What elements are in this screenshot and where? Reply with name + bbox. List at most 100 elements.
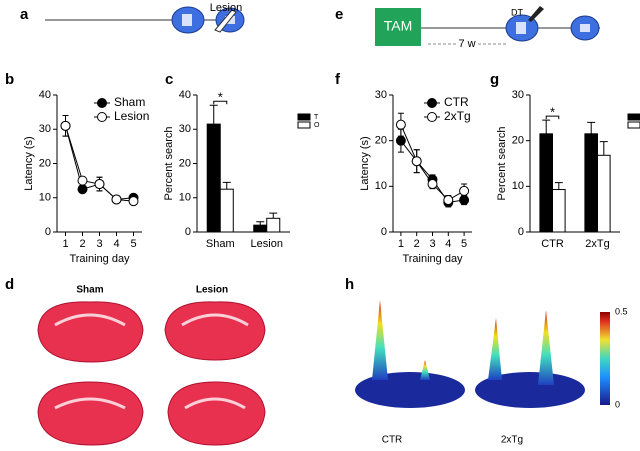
dt-label: DT bbox=[511, 7, 523, 17]
x-tick-label: 4 bbox=[113, 238, 119, 250]
y-axis-label: Latency (s) bbox=[23, 136, 35, 190]
bar bbox=[206, 123, 221, 233]
panel-label: c bbox=[165, 71, 173, 88]
error-bar bbox=[599, 141, 608, 156]
panel-label: h bbox=[345, 276, 354, 293]
y-tick-label: 20 bbox=[512, 135, 524, 147]
brain-title: Sham bbox=[76, 285, 103, 296]
panel-label: b bbox=[5, 71, 14, 88]
point bbox=[77, 175, 88, 186]
bar bbox=[597, 154, 611, 233]
legend-label: 2xTg bbox=[444, 109, 471, 123]
y-tick-label: 20 bbox=[39, 157, 51, 169]
x-tick-label: Sham bbox=[206, 238, 235, 250]
y-tick-label: 30 bbox=[512, 89, 524, 101]
tam-label: TAM bbox=[384, 18, 413, 34]
y-tick-label: 10 bbox=[512, 180, 524, 192]
point bbox=[459, 185, 470, 196]
x-tick-label: 2 bbox=[79, 238, 85, 250]
colorbar-tick: 0 bbox=[615, 399, 620, 409]
bar bbox=[552, 189, 566, 233]
error-bar bbox=[587, 121, 596, 134]
x-tick-label: 1 bbox=[398, 238, 404, 250]
x-tick-label: CTR bbox=[541, 238, 564, 250]
x-tick-label: 2xTg bbox=[585, 238, 609, 250]
point bbox=[395, 119, 406, 130]
x-tick-label: 1 bbox=[62, 238, 68, 250]
y-tick-label: 0 bbox=[185, 226, 191, 238]
y-tick-label: 10 bbox=[375, 180, 387, 192]
point bbox=[443, 195, 454, 206]
legend-swatch bbox=[297, 121, 311, 129]
heatmaps: CTR 2xTg bbox=[355, 300, 610, 446]
point bbox=[427, 179, 438, 190]
bar bbox=[219, 188, 234, 233]
annotation: * bbox=[218, 90, 223, 105]
legend-swatch bbox=[627, 113, 640, 121]
panel-label: g bbox=[490, 71, 499, 88]
panel-label: d bbox=[5, 276, 14, 293]
heatmap-label: CTR bbox=[382, 435, 403, 446]
bar bbox=[253, 224, 268, 233]
x-tick-label: 5 bbox=[461, 238, 467, 250]
point bbox=[411, 156, 422, 167]
legend-label: O bbox=[314, 122, 320, 129]
point bbox=[77, 184, 88, 195]
y-tick-label: 40 bbox=[39, 89, 51, 101]
legend-marker bbox=[427, 112, 437, 122]
legend-label: CTR bbox=[444, 95, 469, 109]
error-bar bbox=[256, 221, 265, 226]
heatmap-label: 2xTg bbox=[501, 435, 523, 446]
legend-marker bbox=[97, 112, 107, 122]
x-axis-label: Training day bbox=[402, 253, 463, 265]
point bbox=[128, 196, 139, 207]
legend-label: T bbox=[314, 114, 319, 121]
panel-label: a bbox=[20, 6, 29, 23]
y-tick-label: 20 bbox=[179, 157, 191, 169]
significance-bracket bbox=[545, 115, 560, 120]
bar bbox=[539, 133, 554, 233]
error-bar bbox=[269, 212, 278, 219]
bar bbox=[266, 217, 281, 233]
y-axis-label: Percent search bbox=[163, 127, 175, 201]
legend-swatch bbox=[297, 113, 311, 121]
y-axis-label: Latency (s) bbox=[359, 136, 371, 190]
point bbox=[60, 120, 71, 131]
y-tick-label: 0 bbox=[518, 226, 524, 238]
diagram-e: TAM 7 w DT bbox=[375, 6, 600, 50]
y-tick-label: 10 bbox=[39, 192, 51, 204]
legend-label: Lesion bbox=[114, 109, 149, 123]
bar bbox=[584, 133, 599, 233]
y-axis-label: Percent search bbox=[496, 127, 508, 201]
error-bar bbox=[222, 181, 231, 190]
legend-marker bbox=[427, 98, 437, 108]
significance-bracket bbox=[213, 100, 228, 105]
diagram-a: Lesion bbox=[45, 2, 245, 34]
x-axis-label: Training day bbox=[69, 253, 130, 265]
error-bar bbox=[542, 119, 551, 134]
y-tick-label: 30 bbox=[375, 89, 387, 101]
y-tick-label: 0 bbox=[381, 226, 387, 238]
x-tick-label: 5 bbox=[130, 238, 136, 250]
colorbar-tick: 0.5 bbox=[615, 306, 628, 316]
y-tick-label: 40 bbox=[179, 89, 191, 101]
tam-box bbox=[375, 8, 421, 46]
interval-label: 7 w bbox=[458, 38, 475, 50]
brain-images: Sham Lesion bbox=[37, 285, 266, 446]
point bbox=[395, 135, 406, 146]
point bbox=[111, 194, 122, 205]
y-tick-label: 10 bbox=[179, 192, 191, 204]
annotation: * bbox=[550, 105, 555, 120]
y-tick-label: 30 bbox=[179, 123, 191, 135]
x-tick-label: 4 bbox=[445, 238, 451, 250]
panel-label: f bbox=[335, 71, 341, 88]
y-tick-label: 30 bbox=[39, 123, 51, 135]
point bbox=[94, 179, 105, 190]
y-tick-label: 0 bbox=[45, 226, 51, 238]
panel-label: e bbox=[335, 6, 343, 23]
legend-swatch bbox=[627, 121, 640, 129]
colorbar bbox=[600, 312, 610, 405]
x-tick-label: 3 bbox=[96, 238, 102, 250]
legend-label: Sham bbox=[114, 95, 145, 109]
